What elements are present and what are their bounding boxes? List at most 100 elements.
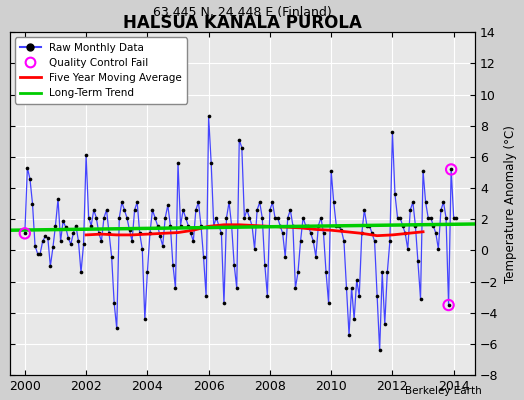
Point xyxy=(335,222,343,229)
Point xyxy=(444,302,453,308)
Point xyxy=(299,214,307,221)
Point xyxy=(189,238,198,244)
Point xyxy=(38,238,47,244)
Point xyxy=(151,214,159,221)
Point xyxy=(248,222,256,229)
Point xyxy=(133,199,141,205)
Point xyxy=(110,300,118,307)
Point xyxy=(314,222,323,229)
Point xyxy=(100,214,108,221)
Point xyxy=(31,243,39,249)
Point xyxy=(105,230,113,236)
Point xyxy=(450,214,458,221)
Point xyxy=(130,207,139,213)
Point xyxy=(345,332,353,338)
Point xyxy=(163,202,172,208)
Point xyxy=(447,166,455,173)
Text: Berkeley Earth: Berkeley Earth xyxy=(406,386,482,396)
Point xyxy=(51,222,60,229)
Point xyxy=(309,238,318,244)
Point xyxy=(215,222,223,229)
Point xyxy=(266,207,274,213)
Point xyxy=(113,325,121,332)
Point xyxy=(210,222,218,229)
Point xyxy=(394,214,402,221)
Point xyxy=(92,214,101,221)
Point xyxy=(57,238,65,244)
Point xyxy=(368,230,376,236)
Point xyxy=(158,243,167,249)
Point xyxy=(401,230,409,236)
Point xyxy=(424,214,432,221)
Point xyxy=(136,230,144,236)
Point xyxy=(49,244,57,250)
Point xyxy=(128,238,136,244)
Point xyxy=(419,168,427,174)
Point xyxy=(376,347,384,354)
Point xyxy=(388,129,397,135)
Point xyxy=(378,269,386,276)
Point xyxy=(107,254,116,260)
Point xyxy=(222,214,231,221)
Point xyxy=(79,241,88,248)
Point xyxy=(243,207,251,213)
Point xyxy=(181,214,190,221)
Point xyxy=(72,222,80,229)
Point xyxy=(143,269,151,276)
Point xyxy=(59,218,67,224)
Point xyxy=(61,224,70,230)
Point xyxy=(342,285,351,291)
Point xyxy=(286,207,294,213)
Point xyxy=(20,230,29,236)
Point xyxy=(278,230,287,236)
Point xyxy=(26,176,34,182)
Point xyxy=(84,214,93,221)
Point xyxy=(54,196,62,202)
Point xyxy=(34,250,42,257)
Point xyxy=(256,199,264,205)
Point xyxy=(330,199,338,205)
Point xyxy=(125,227,134,234)
Point xyxy=(199,254,208,260)
Point xyxy=(123,214,131,221)
Point xyxy=(268,199,277,205)
Point xyxy=(115,214,124,221)
Point xyxy=(289,222,297,229)
Point xyxy=(64,235,72,241)
Point xyxy=(202,292,210,299)
Point xyxy=(204,113,213,120)
Point xyxy=(217,230,226,236)
Point xyxy=(355,292,364,299)
Point xyxy=(95,230,103,236)
Point xyxy=(171,285,180,291)
Point xyxy=(156,233,165,240)
Point xyxy=(396,214,405,221)
Point xyxy=(46,263,54,269)
Point xyxy=(432,230,440,236)
Point xyxy=(271,214,279,221)
Point xyxy=(233,285,241,291)
Point xyxy=(258,214,266,221)
Point xyxy=(332,222,341,229)
Point xyxy=(120,207,128,213)
Point xyxy=(237,144,246,151)
Title: HALSUA KANALA PUROLA: HALSUA KANALA PUROLA xyxy=(123,14,362,32)
Point xyxy=(235,137,244,143)
Point xyxy=(90,207,98,213)
Point xyxy=(429,222,438,229)
Point xyxy=(154,222,162,229)
Point xyxy=(169,261,177,268)
Point xyxy=(230,261,238,268)
Point xyxy=(263,292,271,299)
Point xyxy=(337,227,345,234)
Point xyxy=(148,207,157,213)
Point xyxy=(20,230,29,236)
Point xyxy=(327,168,335,174)
Point xyxy=(434,246,443,252)
Point xyxy=(304,222,312,229)
Point xyxy=(447,166,455,173)
Y-axis label: Temperature Anomaly (°C): Temperature Anomaly (°C) xyxy=(504,125,517,283)
Point xyxy=(452,214,461,221)
Point xyxy=(161,214,169,221)
Point xyxy=(28,200,37,207)
